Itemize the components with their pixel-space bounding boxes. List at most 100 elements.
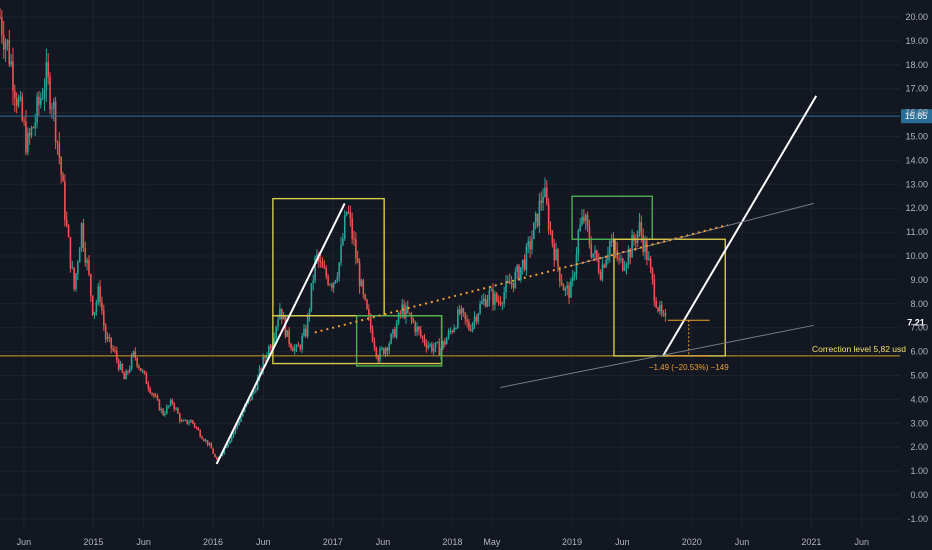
- candle-body: [167, 405, 170, 407]
- candle-body: [360, 280, 363, 287]
- candle-body: [470, 329, 472, 331]
- candle-body: [462, 308, 465, 313]
- channel-line-lower[interactable]: [500, 324, 814, 388]
- candle-body: [154, 395, 157, 397]
- candle-body: [495, 293, 498, 302]
- y-tick-label: 5.00: [910, 371, 928, 381]
- candle-body: [597, 259, 600, 273]
- white-trend-line-2[interactable]: [662, 95, 818, 357]
- correction-level-label: Correction level 5,82 usd: [812, 344, 906, 354]
- candle-body: [330, 284, 333, 288]
- candle-body: [521, 259, 524, 268]
- candle-body: [84, 248, 87, 263]
- candle-body: [102, 310, 105, 326]
- candle-body: [234, 427, 237, 433]
- x-tick-label: 2015: [83, 537, 103, 547]
- candle-body: [551, 230, 554, 244]
- candle-body: [210, 443, 213, 449]
- dotted-trend-line[interactable]: [314, 223, 728, 334]
- candle-body: [484, 298, 487, 307]
- candle-body: [312, 280, 315, 284]
- candle-body: [436, 342, 439, 344]
- candle-body: [80, 223, 83, 249]
- candle-body: [208, 443, 211, 445]
- candle-body: [104, 325, 107, 340]
- x-tick-label: Jun: [615, 537, 630, 547]
- candle-body: [2, 35, 5, 50]
- candle-body: [545, 187, 548, 204]
- candle-body: [186, 419, 189, 424]
- green-box-2019[interactable]: [571, 195, 653, 240]
- candle-body: [114, 350, 116, 352]
- candle-body: [292, 348, 294, 352]
- candle-body: [160, 409, 163, 411]
- candle-body: [273, 338, 276, 345]
- candle-body: [397, 312, 400, 324]
- candle-body: [455, 327, 457, 329]
- candle-body: [290, 343, 292, 349]
- candle-body: [316, 253, 318, 258]
- candle-body: [199, 430, 201, 437]
- y-tick-label: 18.00: [905, 60, 928, 70]
- candle-body: [347, 212, 350, 214]
- candle-body: [23, 120, 25, 122]
- candle-body: [416, 326, 418, 333]
- candle-body: [553, 243, 556, 261]
- candle-body: [193, 423, 196, 427]
- candle-body: [479, 303, 481, 314]
- candle-body: [419, 330, 422, 337]
- candle-body: [153, 393, 155, 396]
- candle-body: [184, 419, 187, 421]
- candle-body: [327, 276, 329, 285]
- candle-body: [214, 453, 216, 458]
- candle-body: [21, 96, 24, 121]
- candle-body: [623, 268, 626, 271]
- time-axis[interactable]: Jun 2015 Jun 2016 Jun 2017 Jun 2018 May 2019 Jun 20…: [17, 537, 869, 547]
- candle-body: [115, 350, 118, 360]
- drawings: 15.85 Correction level 5,82 usd 7.21 −1.49 …: [0, 95, 932, 465]
- candle-body: [460, 308, 463, 314]
- candle-body: [520, 267, 522, 280]
- candle-body: [362, 280, 365, 295]
- candle-body: [282, 315, 285, 320]
- y-tick-label: 0.00: [910, 490, 928, 500]
- candle-body: [538, 200, 541, 227]
- candle-body: [523, 259, 526, 270]
- candle-body: [99, 286, 101, 303]
- candle-body: [25, 121, 27, 153]
- candle-body: [260, 368, 263, 371]
- candle-body: [351, 218, 353, 239]
- candle-body: [232, 432, 235, 436]
- candle-body: [127, 371, 129, 373]
- candle-body: [0, 17, 1, 18]
- green-box-2017[interactable]: [355, 315, 443, 367]
- candle-body: [293, 347, 296, 352]
- candle-body: [319, 261, 322, 263]
- candle-body: [423, 337, 426, 344]
- candle-body: [609, 240, 611, 255]
- candle-body: [123, 372, 125, 380]
- candle-body: [258, 368, 261, 378]
- candle-body: [329, 284, 331, 286]
- candle-body: [75, 273, 77, 290]
- x-tick-label: Jun: [256, 537, 271, 547]
- y-tick-label: 12.00: [905, 203, 928, 213]
- white-trend-line-1[interactable]: [215, 202, 346, 465]
- candle-body: [147, 383, 150, 389]
- candle-body: [277, 319, 279, 327]
- candle-body: [71, 267, 74, 269]
- candle-body: [125, 371, 127, 380]
- candle-body: [596, 250, 598, 260]
- x-tick-label: Jun: [376, 537, 391, 547]
- candle-body: [377, 355, 379, 361]
- price-axis[interactable]: 20.00 19.00 18.00 17.00 16.00 15.00 14.00 13.00…: [905, 12, 928, 524]
- candle-body: [325, 268, 328, 277]
- candle-body: [388, 343, 391, 351]
- candle-body: [501, 303, 504, 305]
- candle-body: [382, 348, 385, 355]
- candle-body: [381, 348, 383, 350]
- candle-body: [110, 337, 113, 349]
- candle-body: [588, 226, 591, 245]
- candle-body: [340, 244, 342, 263]
